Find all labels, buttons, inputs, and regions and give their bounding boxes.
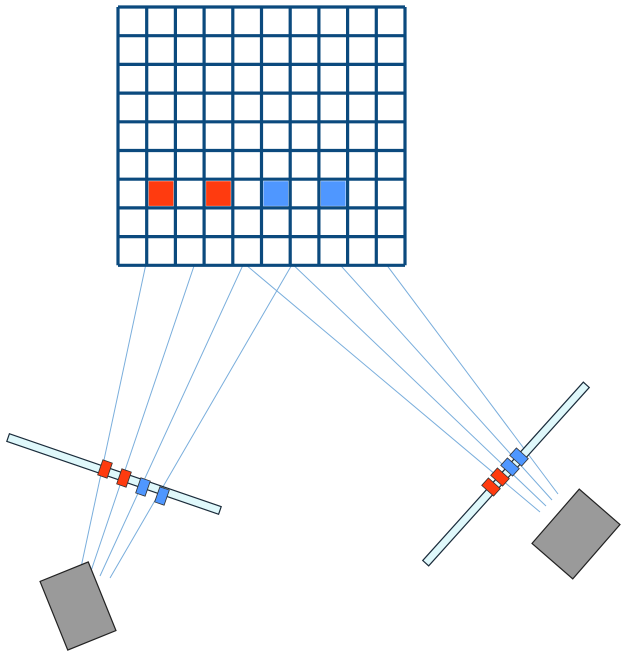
right-image-plane xyxy=(421,381,591,567)
right-projected-pixels xyxy=(481,447,529,497)
left-projected-pixel-2 xyxy=(116,468,132,488)
left-camera-assembly xyxy=(6,432,222,651)
right-projected-pixel-2 xyxy=(490,467,510,487)
red-cell-2 xyxy=(206,181,231,206)
blue-cell-1 xyxy=(263,181,289,206)
red-cell-1 xyxy=(148,181,174,206)
pixel-grid xyxy=(116,5,407,267)
left-projected-pixels xyxy=(97,459,170,506)
right-projected-pixel-1 xyxy=(481,477,501,497)
right-projected-pixel-3 xyxy=(500,457,520,477)
left-projected-pixel-3 xyxy=(135,477,151,497)
left-camera-body-icon xyxy=(39,561,117,651)
blue-cell-2 xyxy=(320,181,346,206)
right-camera-body-icon xyxy=(531,488,621,580)
right-camera-assembly xyxy=(421,381,621,580)
left-projected-pixel-4 xyxy=(154,486,170,506)
left-projected-pixel-1 xyxy=(97,459,113,479)
right-projected-pixel-4 xyxy=(509,447,529,467)
